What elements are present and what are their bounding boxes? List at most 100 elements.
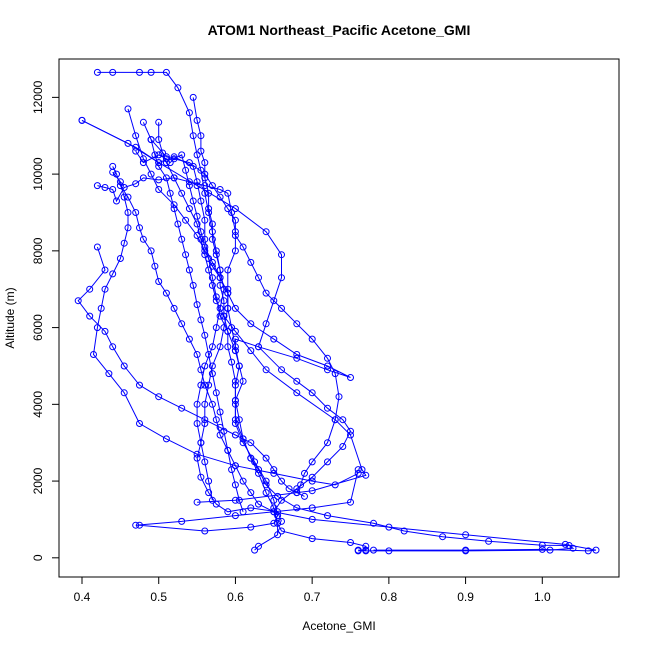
data-point <box>208 496 216 504</box>
x-tick-label: 0.4 <box>74 590 91 604</box>
data-point <box>270 297 278 305</box>
x-axis: 0.4 0.5 0.6 0.7 0.8 0.9 1.0 <box>74 576 551 604</box>
data-point <box>358 466 366 474</box>
data-point <box>178 320 186 328</box>
data-point <box>224 508 232 516</box>
y-tick-label: 12000 <box>31 80 45 114</box>
data-point <box>155 176 163 184</box>
data-point <box>224 205 232 213</box>
data-point <box>136 521 143 529</box>
data-point <box>224 304 232 312</box>
data-point <box>231 304 239 312</box>
data-point <box>255 500 262 508</box>
data-point <box>93 324 101 332</box>
series-line <box>112 166 597 552</box>
data-point <box>120 193 128 201</box>
data-point <box>205 205 213 213</box>
data-point <box>193 151 201 159</box>
data-point <box>193 220 201 228</box>
data-point <box>293 489 301 497</box>
data-point <box>308 473 316 481</box>
data-point <box>354 546 362 554</box>
data-point <box>124 193 132 201</box>
data-point <box>308 487 316 495</box>
data-point <box>216 423 224 431</box>
data-point <box>231 232 239 239</box>
data-point <box>220 297 228 305</box>
data-point <box>178 404 186 412</box>
data-point <box>205 266 213 274</box>
data-point <box>208 182 216 190</box>
data-point <box>197 316 205 324</box>
data-point <box>193 212 201 220</box>
data-point <box>251 546 259 554</box>
data-point <box>132 180 140 188</box>
data-point <box>324 439 331 447</box>
data-point <box>247 347 255 355</box>
data-point <box>274 519 282 527</box>
data-point <box>308 335 316 343</box>
data-point <box>197 147 205 155</box>
data-point <box>162 289 170 297</box>
y-tick-label: 2000 <box>31 467 45 494</box>
data-point <box>278 527 285 535</box>
data-point <box>201 251 209 259</box>
data-point <box>462 531 470 539</box>
data-point <box>201 159 209 167</box>
data-point <box>324 354 331 362</box>
data-point <box>193 400 201 408</box>
data-point <box>224 189 232 197</box>
data-point <box>293 504 301 512</box>
data-point <box>216 408 224 416</box>
data-point <box>400 527 408 535</box>
data-point <box>197 235 205 243</box>
data-point <box>201 458 209 466</box>
series-12 <box>147 136 343 497</box>
data-point <box>354 466 362 474</box>
data-point <box>247 523 255 531</box>
data-point <box>120 389 128 397</box>
data-point <box>208 220 216 228</box>
data-point <box>308 535 316 543</box>
data-point <box>247 258 255 266</box>
data-point <box>189 162 197 170</box>
data-point <box>124 209 132 216</box>
data-point <box>193 182 201 190</box>
data-point <box>262 477 270 485</box>
data-point <box>274 531 282 539</box>
data-point <box>385 547 393 555</box>
data-point <box>189 132 197 140</box>
data-point <box>113 197 120 205</box>
data-point <box>205 489 213 497</box>
data-point <box>74 297 82 305</box>
data-point <box>120 239 128 247</box>
data-point <box>239 377 247 385</box>
series-13 <box>78 116 370 554</box>
data-point <box>212 251 220 259</box>
series-line <box>92 171 359 486</box>
data-point <box>278 366 285 374</box>
data-point <box>155 278 163 285</box>
data-point <box>93 182 101 190</box>
x-tick-label: 0.8 <box>381 590 398 604</box>
data-point <box>224 327 232 335</box>
data-point <box>339 443 347 450</box>
data-point <box>347 374 354 381</box>
data-point <box>132 209 140 216</box>
data-point <box>224 266 232 274</box>
data-point <box>216 431 224 439</box>
series-8 <box>109 162 600 555</box>
data-point <box>170 304 178 312</box>
data-point <box>212 324 220 332</box>
data-point <box>324 366 331 374</box>
data-point <box>231 431 239 439</box>
data-point <box>136 420 143 427</box>
data-point <box>155 186 163 193</box>
data-point <box>301 492 308 500</box>
data-point <box>197 473 205 481</box>
data-point <box>293 354 301 362</box>
data-point <box>220 312 228 320</box>
data-point <box>247 489 255 497</box>
data-point <box>385 523 393 531</box>
